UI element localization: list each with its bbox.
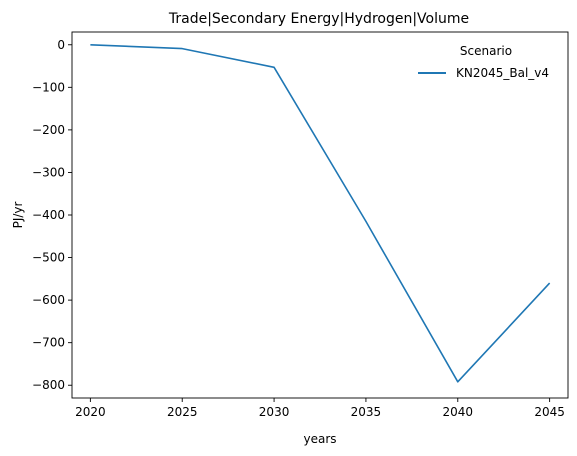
y-tick-label: −600 [32, 293, 65, 307]
legend-title: Scenario [460, 44, 512, 58]
legend: Scenario KN2045_Bal_v4 [418, 44, 549, 80]
y-tick-label: −300 [32, 165, 65, 179]
x-tick-label: 2020 [75, 405, 106, 419]
y-tick-label: −100 [32, 80, 65, 94]
y-tick-label: 0 [57, 38, 65, 52]
series-line-0 [90, 43, 551, 383]
y-tick-label: −400 [32, 208, 65, 222]
x-tick-label: 2025 [167, 405, 198, 419]
y-tick-label: −800 [32, 378, 65, 392]
y-axis: 0 −100 −200 −300 −400 −500 −600 −700 −800 [32, 38, 72, 392]
y-tick-label: −200 [32, 123, 65, 137]
series-layer [90, 43, 551, 383]
x-axis-label: years [303, 432, 336, 446]
y-tick-label: −700 [32, 336, 65, 350]
x-axis: 2020 2025 2030 2035 2040 2045 [75, 398, 565, 419]
x-tick-label: 2040 [443, 405, 474, 419]
y-axis-label: PJ/yr [11, 202, 25, 229]
x-tick-label: 2030 [259, 405, 290, 419]
x-tick-label: 2035 [351, 405, 382, 419]
legend-entry-label: KN2045_Bal_v4 [456, 66, 549, 80]
x-tick-label: 2045 [534, 405, 565, 419]
chart-title: Trade|Secondary Energy|Hydrogen|Volume [168, 11, 469, 27]
y-tick-label: −500 [32, 251, 65, 265]
